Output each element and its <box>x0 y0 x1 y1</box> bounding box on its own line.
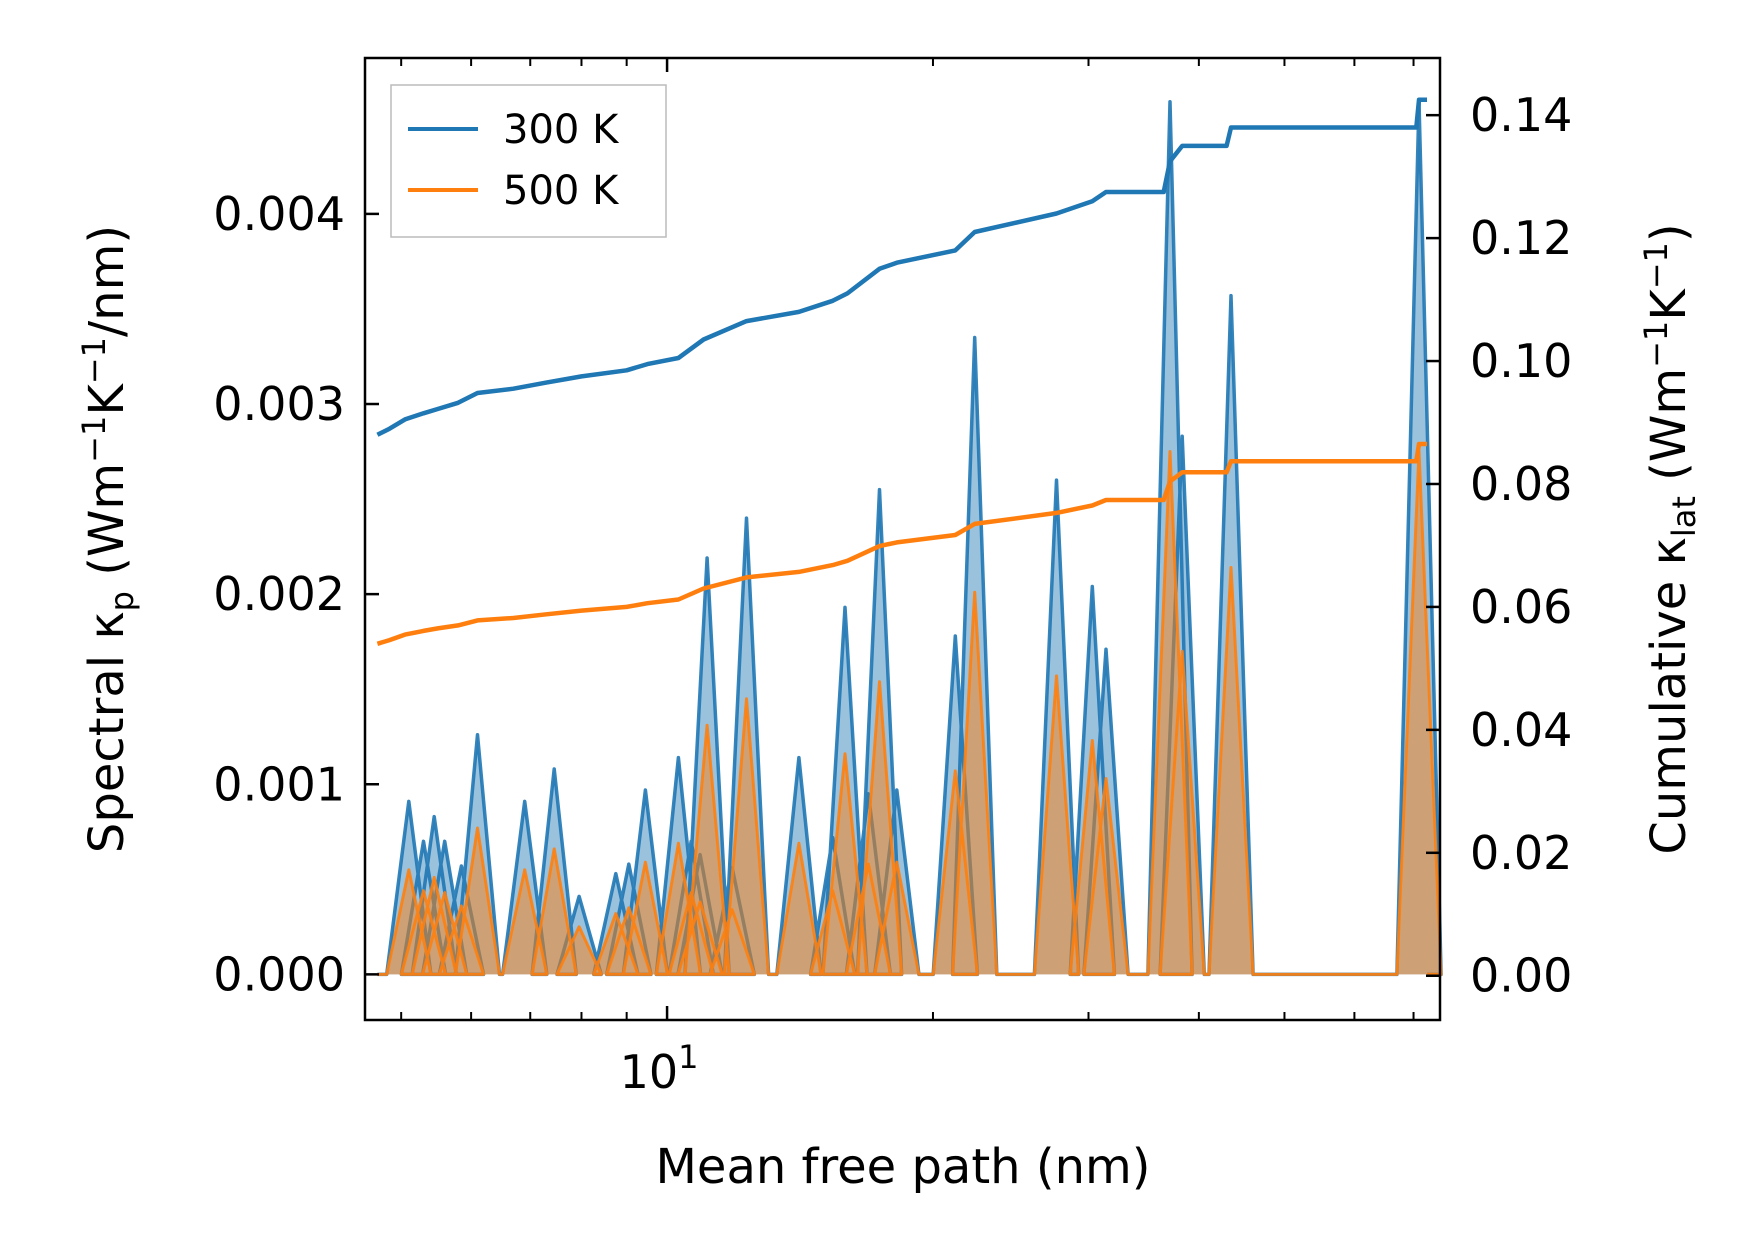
axes-frame <box>363 56 1442 1022</box>
x-axis-title: Mean free path (nm) <box>656 1139 1151 1195</box>
legend-label-300k: 300 K <box>503 107 620 153</box>
y-axis-right-title: Cumulative κlat (Wm−1K−1) <box>1637 223 1703 854</box>
y-right-tick-label: 0.06 <box>1470 580 1572 634</box>
y-right-tick-label: 0.10 <box>1470 334 1572 388</box>
cumulative-500k-line <box>376 441 1427 646</box>
cumulative-300k-line <box>376 97 1427 437</box>
y-right-tick-label: 0.02 <box>1470 826 1572 880</box>
legend-box <box>390 84 667 238</box>
y-left-tick-label: 0.003 <box>213 377 345 431</box>
legend-label-500k: 500 K <box>503 168 620 214</box>
y-axis-left-title: Spectral κp (Wm−1K−1/nm) <box>75 225 141 853</box>
y-right-tick-label: 0.12 <box>1470 211 1572 265</box>
spectral-500k-line <box>377 450 1443 976</box>
y-left-tick-label: 0.001 <box>213 757 345 811</box>
plot-area <box>376 97 1443 977</box>
y-left-tick-label: 0.000 <box>213 947 345 1001</box>
legend: 300 K 500 K <box>390 84 667 238</box>
y-right-tick-label: 0.14 <box>1470 88 1572 142</box>
y-right-tick-label: 0.04 <box>1470 703 1572 757</box>
y-left-tick-label: 0.004 <box>213 187 345 241</box>
axis-ticks: 0.000 0.001 0.002 0.003 0.004 0.00 0.02 0.04 0.0… <box>213 58 1572 1099</box>
y-left-tick-label: 0.002 <box>213 567 345 621</box>
x-tick-label: 101 <box>620 1038 699 1099</box>
y-right-tick-label: 0.00 <box>1470 949 1572 1003</box>
y-right-tick-label: 0.08 <box>1470 457 1572 511</box>
